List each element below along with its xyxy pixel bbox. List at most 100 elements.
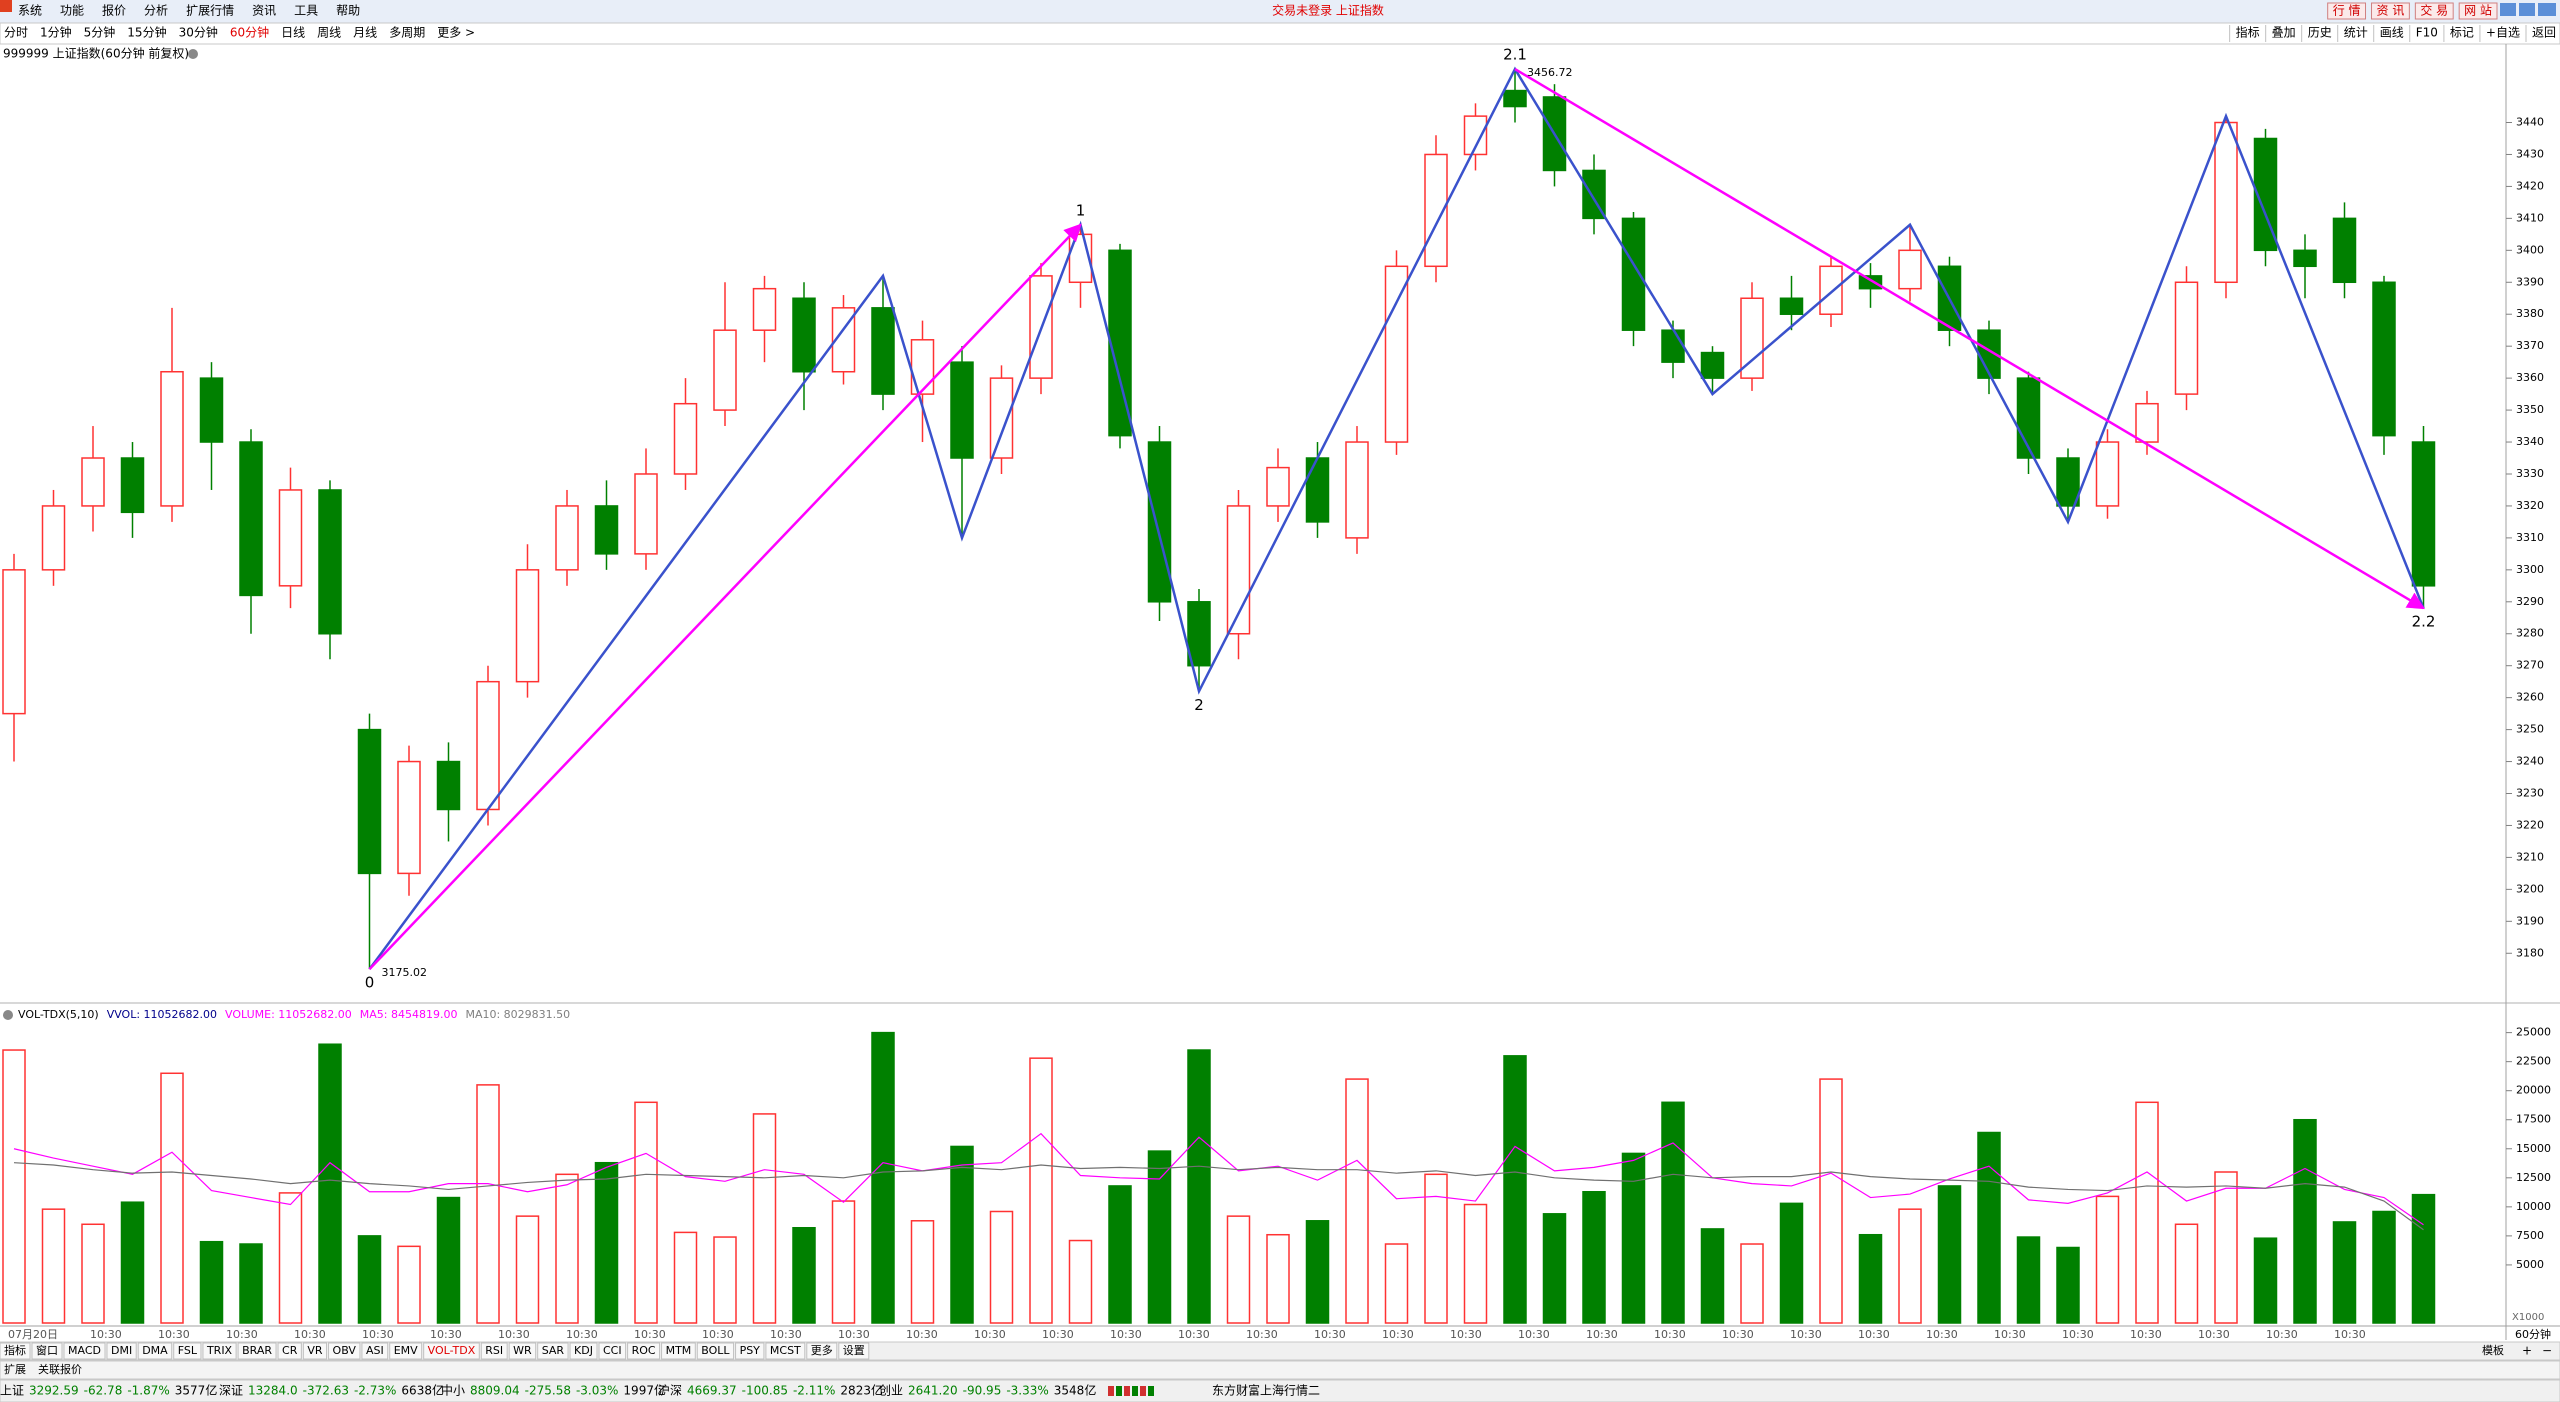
indicator-tab-box[interactable] — [423, 1342, 480, 1360]
indicator-tab[interactable]: DMA — [142, 1344, 168, 1357]
indicator-tab[interactable]: MTM — [666, 1344, 692, 1357]
indicator-tab-box[interactable] — [106, 1342, 137, 1360]
indicator-tab-box[interactable] — [661, 1342, 696, 1360]
indicator-tab[interactable]: RSI — [485, 1344, 503, 1357]
indicator-tab-box[interactable] — [328, 1342, 361, 1360]
indicator-tab-box[interactable] — [202, 1342, 237, 1360]
toolbar-button[interactable]: 指标 — [2236, 25, 2260, 40]
period-tab[interactable]: 5分钟 — [84, 25, 116, 40]
indicator-tab[interactable]: PSY — [740, 1344, 761, 1357]
indicator-tab-box[interactable] — [63, 1342, 106, 1360]
extra-tab[interactable]: 扩展 — [4, 1362, 26, 1376]
indicator-tab[interactable]: 设置 — [843, 1344, 865, 1357]
period-tab[interactable]: 15分钟 — [127, 25, 166, 40]
menu-item[interactable]: 系统 — [18, 4, 42, 18]
toolbar-button[interactable]: 叠加 — [2272, 26, 2296, 40]
menu-item[interactable]: 工具 — [294, 4, 318, 18]
menu-item[interactable]: 功能 — [60, 4, 84, 18]
indicator-tab-box[interactable] — [31, 1342, 63, 1360]
indicator-tab-box[interactable] — [0, 1342, 31, 1360]
indicator-tab[interactable]: CCI — [603, 1344, 622, 1357]
indicator-tab[interactable]: OBV — [333, 1344, 357, 1357]
indicator-tab-box[interactable] — [277, 1342, 302, 1360]
menu-item[interactable]: 扩展行情 — [186, 4, 234, 18]
toolbar-button[interactable]: F10 — [2416, 26, 2438, 40]
indicator-tab-box[interactable] — [806, 1342, 838, 1360]
toolbar-button[interactable]: 返回 — [2532, 26, 2556, 40]
indicator-tab[interactable]: ASI — [366, 1344, 384, 1357]
indicator-tab-box[interactable] — [627, 1342, 661, 1360]
indicator-tab[interactable]: SAR — [542, 1344, 565, 1357]
top-button-box[interactable] — [2327, 2, 2367, 20]
top-button[interactable]: 资 讯 — [2377, 4, 2405, 18]
status-icon — [1140, 1386, 1146, 1396]
indicator-tab[interactable]: BRAR — [242, 1344, 272, 1357]
window-min[interactable] — [2500, 3, 2516, 16]
period-tab[interactable]: 周线 — [317, 26, 341, 40]
indicator-tab[interactable]: 更多 — [811, 1343, 833, 1357]
indicator-tab-box[interactable] — [508, 1342, 537, 1360]
indicator-tab[interactable]: KDJ — [574, 1344, 593, 1357]
indicator-tab[interactable]: MCST — [770, 1344, 801, 1357]
period-tab[interactable]: 更多 > — [437, 26, 475, 40]
menu-item[interactable]: 报价 — [102, 3, 126, 18]
indicator-tab[interactable]: BOLL — [701, 1344, 730, 1357]
indicator-tab-box[interactable] — [237, 1342, 277, 1360]
indicator-tab-box[interactable] — [765, 1342, 806, 1360]
status-value: 3577亿 — [175, 1383, 218, 1398]
indicator-tab[interactable]: WR — [513, 1344, 532, 1357]
indicator-tab-box[interactable] — [838, 1342, 870, 1360]
indicator-tab[interactable]: CR — [282, 1344, 298, 1357]
indicator-tab-box[interactable] — [537, 1342, 569, 1360]
indicator-tab[interactable]: ROC — [632, 1344, 656, 1357]
x-tick-label: 10:30 — [226, 1328, 258, 1341]
toolbar-button[interactable]: 统计 — [2344, 26, 2368, 40]
indicator-tab[interactable]: VR — [307, 1344, 323, 1357]
toolbar-button[interactable]: 画线 — [2380, 26, 2404, 40]
window-max[interactable] — [2519, 3, 2535, 16]
indicator-tab-box[interactable] — [696, 1342, 735, 1360]
toolbar-button[interactable]: 历史 — [2308, 26, 2332, 40]
indicator-tab-box[interactable] — [302, 1342, 328, 1360]
indicator-tab[interactable]: EMV — [394, 1344, 418, 1357]
indicator-tab-box[interactable] — [598, 1342, 627, 1360]
menu-item[interactable]: 分析 — [144, 4, 168, 18]
menu-item[interactable]: 帮助 — [336, 4, 360, 18]
indicator-tab[interactable]: FSL — [178, 1344, 198, 1357]
toolbar-button[interactable]: 标记 — [2450, 26, 2474, 40]
period-tab[interactable]: 月线 — [353, 26, 377, 40]
menu-item[interactable]: 资讯 — [252, 4, 276, 18]
indicator-tab-box[interactable] — [569, 1342, 598, 1360]
toolbar-button[interactable]: +自选 — [2486, 26, 2520, 40]
indicator-tab-box[interactable] — [137, 1342, 173, 1360]
period-tab[interactable]: 1分钟 — [40, 25, 72, 40]
window-close[interactable] — [2538, 3, 2556, 16]
indicator-tab[interactable]: 窗口 — [36, 1343, 58, 1357]
indicator-tab[interactable]: VOL-TDX — [428, 1344, 476, 1357]
indicator-tab-box[interactable] — [361, 1342, 389, 1360]
period-tab[interactable]: 分时 — [4, 26, 28, 40]
top-button[interactable]: 网 站 — [2464, 4, 2492, 18]
indicator-tab-box[interactable] — [173, 1342, 202, 1360]
indicator-tab[interactable]: MACD — [68, 1344, 101, 1357]
y-tick-label: 10000 — [2516, 1200, 2551, 1213]
period-tab[interactable]: 日线 — [281, 26, 305, 40]
top-button-box[interactable] — [2414, 2, 2454, 20]
indicator-tab[interactable]: TRIX — [206, 1344, 233, 1357]
top-button-box[interactable] — [2458, 2, 2498, 20]
zoom-plus[interactable]: + — [2522, 1344, 2532, 1358]
zoom-minus[interactable]: − — [2542, 1344, 2552, 1358]
indicator-tab[interactable]: DMI — [111, 1344, 132, 1357]
indicator-tab-box[interactable] — [735, 1342, 765, 1360]
period-tab[interactable]: 60分钟 — [230, 25, 269, 40]
indicator-tab-box[interactable] — [480, 1342, 508, 1360]
top-button[interactable]: 行 情 — [2333, 4, 2361, 18]
top-button-box[interactable] — [2371, 2, 2410, 20]
indicator-tab[interactable]: 指标 — [4, 1343, 26, 1357]
period-tab[interactable]: 多周期 — [389, 26, 425, 40]
indicator-tab-box[interactable] — [389, 1342, 423, 1360]
period-tab[interactable]: 30分钟 — [179, 25, 218, 40]
extra-tab[interactable]: 关联报价 — [38, 1362, 82, 1376]
top-button[interactable]: 交 易 — [2420, 3, 2448, 18]
template-button[interactable]: 模板 — [2482, 1343, 2504, 1357]
